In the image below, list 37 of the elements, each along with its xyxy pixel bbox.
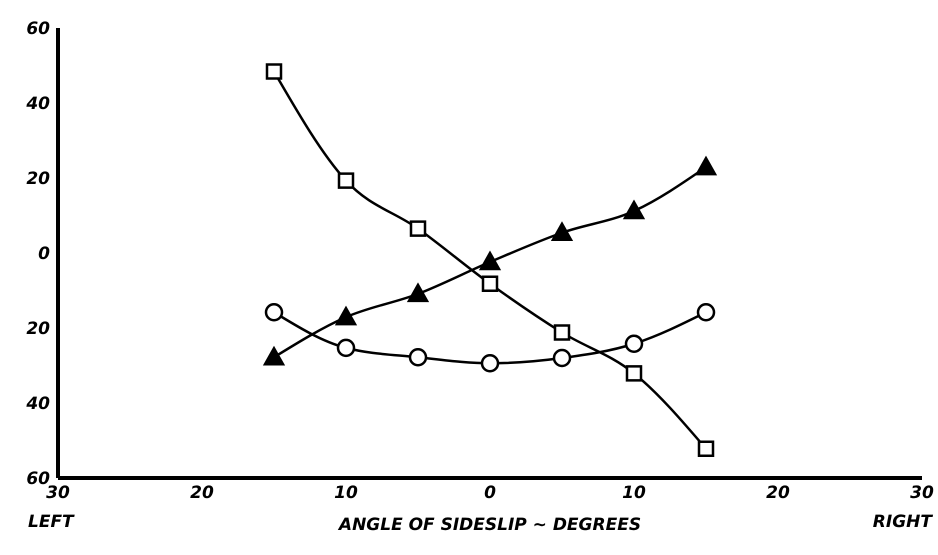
x-tick-label: 10 <box>334 483 358 504</box>
x-tick-label: 30 <box>46 483 70 504</box>
point <box>264 303 284 322</box>
point <box>336 306 356 326</box>
y-tick-label: 20 <box>26 169 50 190</box>
point <box>626 365 642 382</box>
x-tick-label: 20 <box>766 483 790 504</box>
x-tick-label: 0 <box>484 483 496 504</box>
x-tick-label: 20 <box>190 483 214 504</box>
point <box>624 200 644 220</box>
point <box>408 284 428 302</box>
point <box>552 348 572 368</box>
y-tick-label: 60 <box>26 19 50 40</box>
point <box>696 303 716 322</box>
point <box>482 276 498 292</box>
point <box>698 440 714 457</box>
point <box>696 156 716 176</box>
y-tick-label: 40 <box>25 394 50 414</box>
point <box>554 324 570 341</box>
point <box>480 252 500 270</box>
text: RIGHT <box>872 512 932 532</box>
y-tick-label: 40 <box>25 94 50 114</box>
point <box>338 172 354 189</box>
text: LEFT <box>28 512 74 532</box>
point <box>336 338 356 358</box>
point <box>410 220 426 237</box>
point <box>408 348 428 366</box>
y-tick-label: 20 <box>26 319 50 340</box>
x-axis-title: ANGLE OF SIDESLIP ~ DEGREES <box>336 515 642 535</box>
y-tick-label: 0 <box>38 244 50 264</box>
point <box>552 222 572 241</box>
point <box>264 347 284 366</box>
point <box>480 354 500 372</box>
x-tick-label: 10 <box>622 483 646 504</box>
x-tick-label: 30 <box>910 483 934 504</box>
point <box>266 63 282 80</box>
point <box>624 334 644 353</box>
